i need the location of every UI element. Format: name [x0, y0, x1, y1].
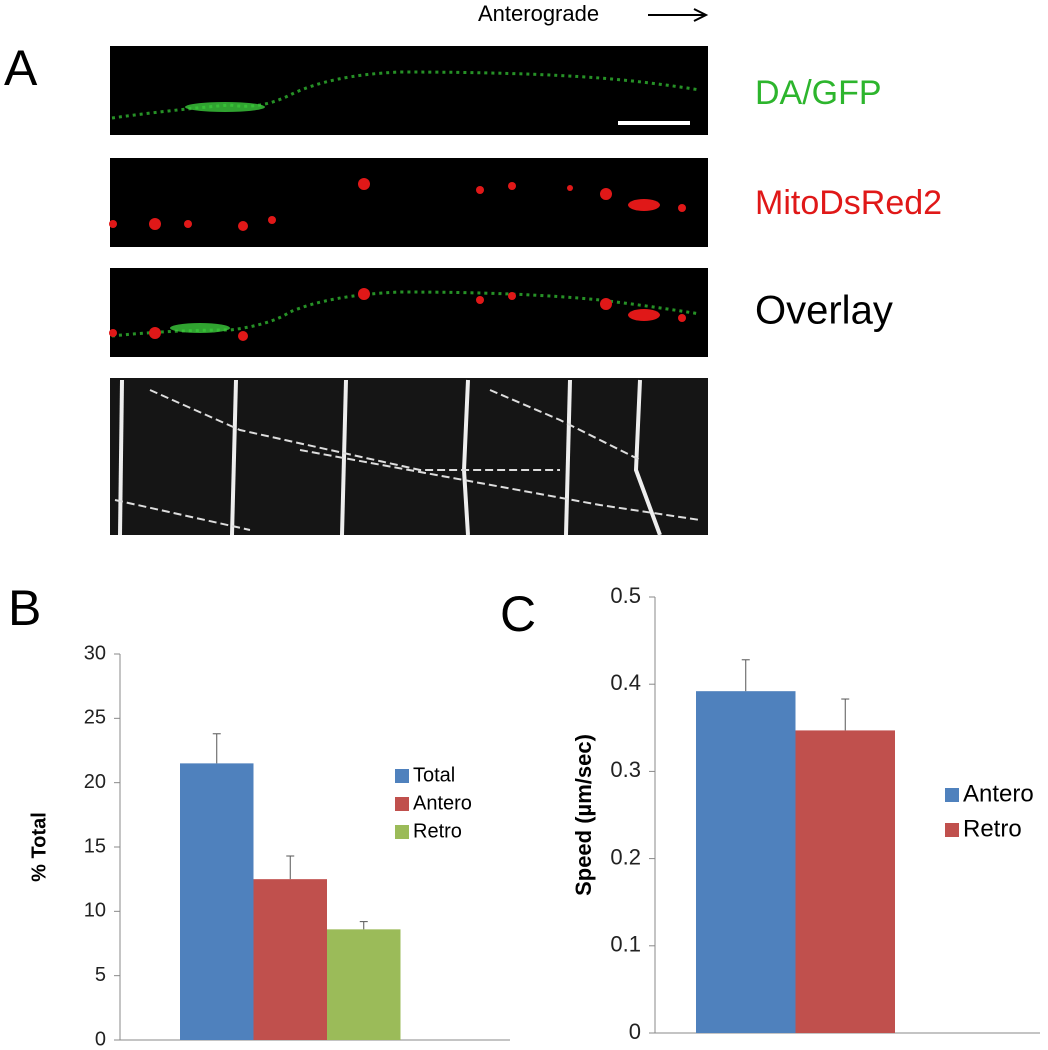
- error-bar: [741, 659, 750, 692]
- overlay-image: [109, 268, 708, 357]
- gfp-image: [110, 46, 708, 135]
- channel-label: MitoDsRed2: [755, 184, 942, 222]
- y-tick-label: 0: [629, 1019, 641, 1044]
- y-tick-label: 25: [84, 707, 106, 729]
- legend-label: Total: [413, 764, 455, 786]
- error-bar: [359, 921, 368, 930]
- direction-label: Anterograde: [478, 1, 599, 26]
- y-tick-label: 5: [95, 964, 106, 986]
- legend-swatch: [395, 797, 409, 811]
- legend-swatch: [395, 825, 409, 839]
- y-tick-label: 20: [84, 771, 106, 793]
- y-tick-label: 15: [84, 835, 106, 857]
- legend-swatch: [945, 823, 959, 837]
- y-tick-label: 0.3: [610, 757, 641, 782]
- legend-label: Antero: [963, 780, 1034, 807]
- error-bar: [212, 733, 221, 764]
- y-tick-label: 30: [84, 642, 106, 664]
- bar: [253, 879, 327, 1040]
- error-bar: [286, 855, 295, 880]
- mito-image: [109, 158, 708, 247]
- y-tick-label: 0.5: [610, 583, 641, 608]
- y-tick-label: 0: [95, 1028, 106, 1050]
- channel-label: DA/GFP: [755, 74, 882, 112]
- bar: [795, 730, 895, 1033]
- legend-label: Retro: [413, 820, 462, 842]
- y-tick-label: 0.1: [610, 932, 641, 957]
- y-tick-label: 10: [84, 900, 106, 922]
- charts: B 0 5 10 15 20 25 30 % Total Total Antero Retro C 0 0.…: [8, 580, 1040, 1050]
- bar: [180, 763, 254, 1040]
- y-axis-label: % Total: [28, 812, 50, 882]
- legend-swatch: [945, 788, 959, 802]
- bar: [696, 691, 796, 1033]
- kymograph: [110, 378, 708, 536]
- y-tick-label: 0.2: [610, 844, 641, 869]
- panel-label: C: [500, 586, 536, 642]
- legend-label: Antero: [413, 792, 472, 814]
- y-tick-label: 0.4: [610, 670, 641, 695]
- channel-label: Overlay: [755, 289, 893, 333]
- error-bar: [841, 698, 850, 731]
- panel-label: B: [8, 580, 41, 636]
- legend-label: Retro: [963, 815, 1022, 842]
- y-axis-label: Speed (µm/sec): [571, 734, 596, 896]
- panel-label: A: [4, 40, 38, 96]
- legend-swatch: [395, 769, 409, 783]
- bar: [327, 929, 401, 1040]
- direction-arrow: [648, 8, 709, 22]
